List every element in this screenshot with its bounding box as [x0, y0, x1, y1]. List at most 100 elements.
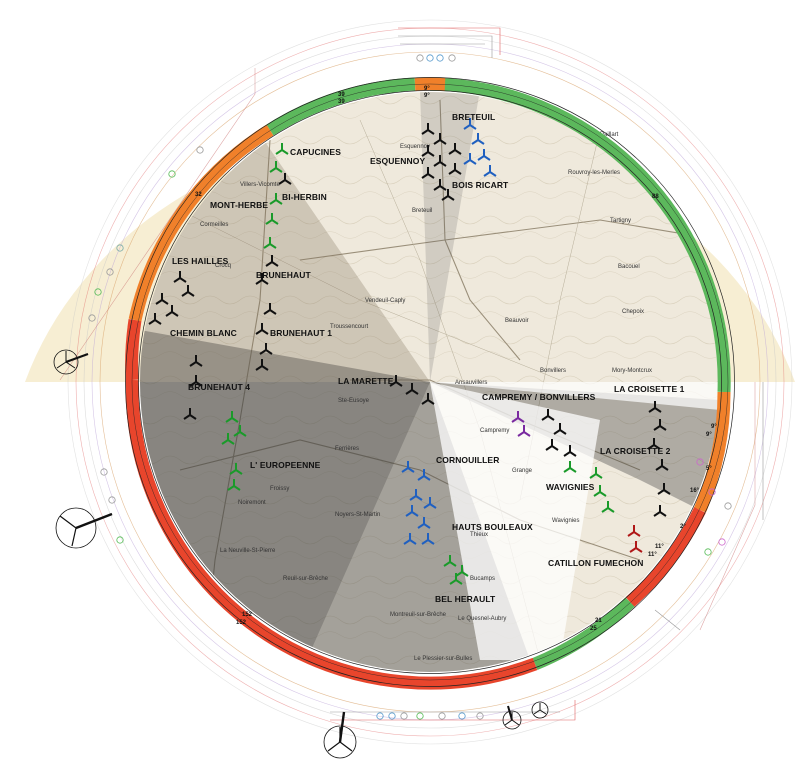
- ring-label-green-br-b: 25: [590, 626, 597, 632]
- wind-turbine-icon: [409, 489, 423, 501]
- saturation-marker: [94, 288, 102, 296]
- wind-turbine-icon: [405, 383, 419, 395]
- wind-turbine-icon: [255, 273, 269, 285]
- saturation-marker: [100, 468, 108, 476]
- town-ansauvillers: Ansauvillers: [455, 380, 487, 386]
- wf-label-l-europeenne: L' EUROPEENNE: [250, 460, 321, 470]
- wind-turbine-icon: [593, 485, 607, 497]
- saturation-marker: [108, 496, 116, 504]
- wind-turbine-icon: [421, 393, 435, 405]
- turbine-layer: [148, 118, 671, 585]
- wf-label-brunehaut: BRUNEHAUT: [256, 270, 311, 280]
- town-noiremont: Noiremont: [238, 500, 266, 506]
- town-grange: Grange: [512, 468, 533, 474]
- wind-turbine-icon: [148, 313, 162, 325]
- wind-turbine-icon: [657, 483, 671, 495]
- wf-label-chemin-blanc: CHEMIN BLANC: [170, 328, 237, 338]
- saturation-marker: [476, 712, 484, 720]
- wind-turbine-icon: [441, 189, 455, 201]
- wf-label-la-croisette-1: LA CROISETTE 1: [614, 384, 685, 394]
- wind-turbine-icon: [165, 305, 179, 317]
- wind-turbine-icon: [265, 213, 279, 225]
- saturation-marker: [458, 712, 466, 720]
- town-esquennoy: Esquennoy: [400, 144, 430, 150]
- town-breteuil: Breteuil: [412, 208, 432, 214]
- wind-turbine-icon: [269, 161, 283, 173]
- wind-turbine-icon: [511, 411, 525, 423]
- town-bonvillers: Bonvillers: [540, 368, 566, 374]
- wind-turbine-icon: [647, 438, 661, 450]
- ring-label-green-br-a: 21: [595, 618, 602, 624]
- wind-turbine-icon: [421, 167, 435, 179]
- wind-turbine-icon: [433, 155, 447, 167]
- wind-turbine-icon: [589, 467, 603, 479]
- wind-turbine-icon: [421, 123, 435, 135]
- saturation-marker: [416, 712, 424, 720]
- wind-turbine-icon: [421, 145, 435, 157]
- wind-turbine-icon: [449, 573, 463, 585]
- wind-turbine-icon: [448, 163, 462, 175]
- ring-label-right-11b: 11°: [648, 552, 657, 558]
- town-chepoix: Chepoix: [622, 309, 644, 315]
- town-troussencourt: Troussencourt: [330, 324, 368, 330]
- wind-turbine-icon: [541, 409, 555, 421]
- saturation-marker: [708, 488, 716, 496]
- wind-turbine-icon: [443, 555, 457, 567]
- wind-turbine-icon: [389, 375, 403, 387]
- wf-label-bi-herbin: BI-HERBIN: [282, 192, 327, 202]
- wind-turbine-icon: [553, 423, 567, 435]
- wind-turbine-icon: [417, 517, 431, 529]
- town-le-quesnel: Le Quesnel-Aubry: [458, 616, 506, 622]
- saturation-marker: [696, 458, 704, 466]
- wind-turbine-icon: [423, 497, 437, 509]
- rotor-icon-left: [53, 349, 89, 375]
- town-paillart: Paillart: [600, 132, 619, 138]
- ring-label-right-16: 16°: [690, 488, 700, 494]
- wind-farm-labels: BRETEUIL ESQUENNOY BOIS RICART CAPUCINES…: [170, 112, 685, 604]
- saturation-marker: [168, 170, 176, 178]
- town-mory: Mory-Montcrux: [612, 368, 652, 374]
- town-bucamps: Bucamps: [470, 576, 495, 582]
- town-reuil: Reuil-sur-Brêche: [283, 576, 329, 582]
- rotor-icon-bottom-3: [531, 701, 549, 719]
- wf-label-breteuil: BRETEUIL: [452, 112, 495, 122]
- saturation-marker: [196, 146, 204, 154]
- ring-label-orange-left: 32: [195, 192, 202, 198]
- wind-turbine-icon: [229, 463, 243, 475]
- wf-label-esquennoy: ESQUENNOY: [370, 156, 425, 166]
- rotor-symbols: [53, 349, 549, 759]
- town-labels: Breteuil Tartigny Rouvroy-les-Merles Pai…: [200, 132, 652, 662]
- wind-turbine-icon: [421, 533, 435, 545]
- wf-label-wavignies: WAVIGNIES: [546, 482, 595, 492]
- wind-turbine-icon: [255, 359, 269, 371]
- wind-turbine-icon: [183, 408, 197, 420]
- wind-turbine-icon: [265, 255, 279, 267]
- ring-label-right-11a: 11°: [655, 544, 664, 550]
- ring-label-green-right: 88: [652, 194, 659, 200]
- saturation-marker: [388, 712, 396, 720]
- wind-turbine-icon: [403, 533, 417, 545]
- wind-turbine-icon: [225, 411, 239, 423]
- wind-turbine-icon: [417, 469, 431, 481]
- town-ferrieres: Ferrières: [335, 446, 359, 452]
- wf-label-la-marette: LA MARETTE: [338, 376, 394, 386]
- wind-turbine-icon: [259, 343, 273, 355]
- saturation-marker: [88, 314, 96, 322]
- saturation-marker: [724, 502, 732, 510]
- wind-turbine-icon: [517, 425, 531, 437]
- ring-label-right-9b: 9°: [706, 432, 712, 438]
- town-le-plessier: Le Plessier-sur-Bulles: [414, 656, 472, 662]
- wind-turbine-icon: [173, 271, 187, 283]
- town-villers: Villers-Vicomte: [240, 182, 280, 188]
- wind-turbine-icon: [189, 355, 203, 367]
- ring-label-red-bl-a: 152: [242, 612, 253, 618]
- wf-label-la-croisette-2: LA CROISETTE 2: [600, 446, 671, 456]
- saturation-marker: [704, 548, 712, 556]
- ring-label-green-top2: 39: [338, 99, 345, 105]
- wf-label-cornouiller: CORNOUILLER: [436, 455, 499, 465]
- wind-turbine-icon: [471, 133, 485, 145]
- saturation-marker: [436, 54, 444, 62]
- wind-turbine-icon: [563, 461, 577, 473]
- wf-label-campremy-bonvillers: CAMPREMY / BONVILLERS: [482, 392, 596, 402]
